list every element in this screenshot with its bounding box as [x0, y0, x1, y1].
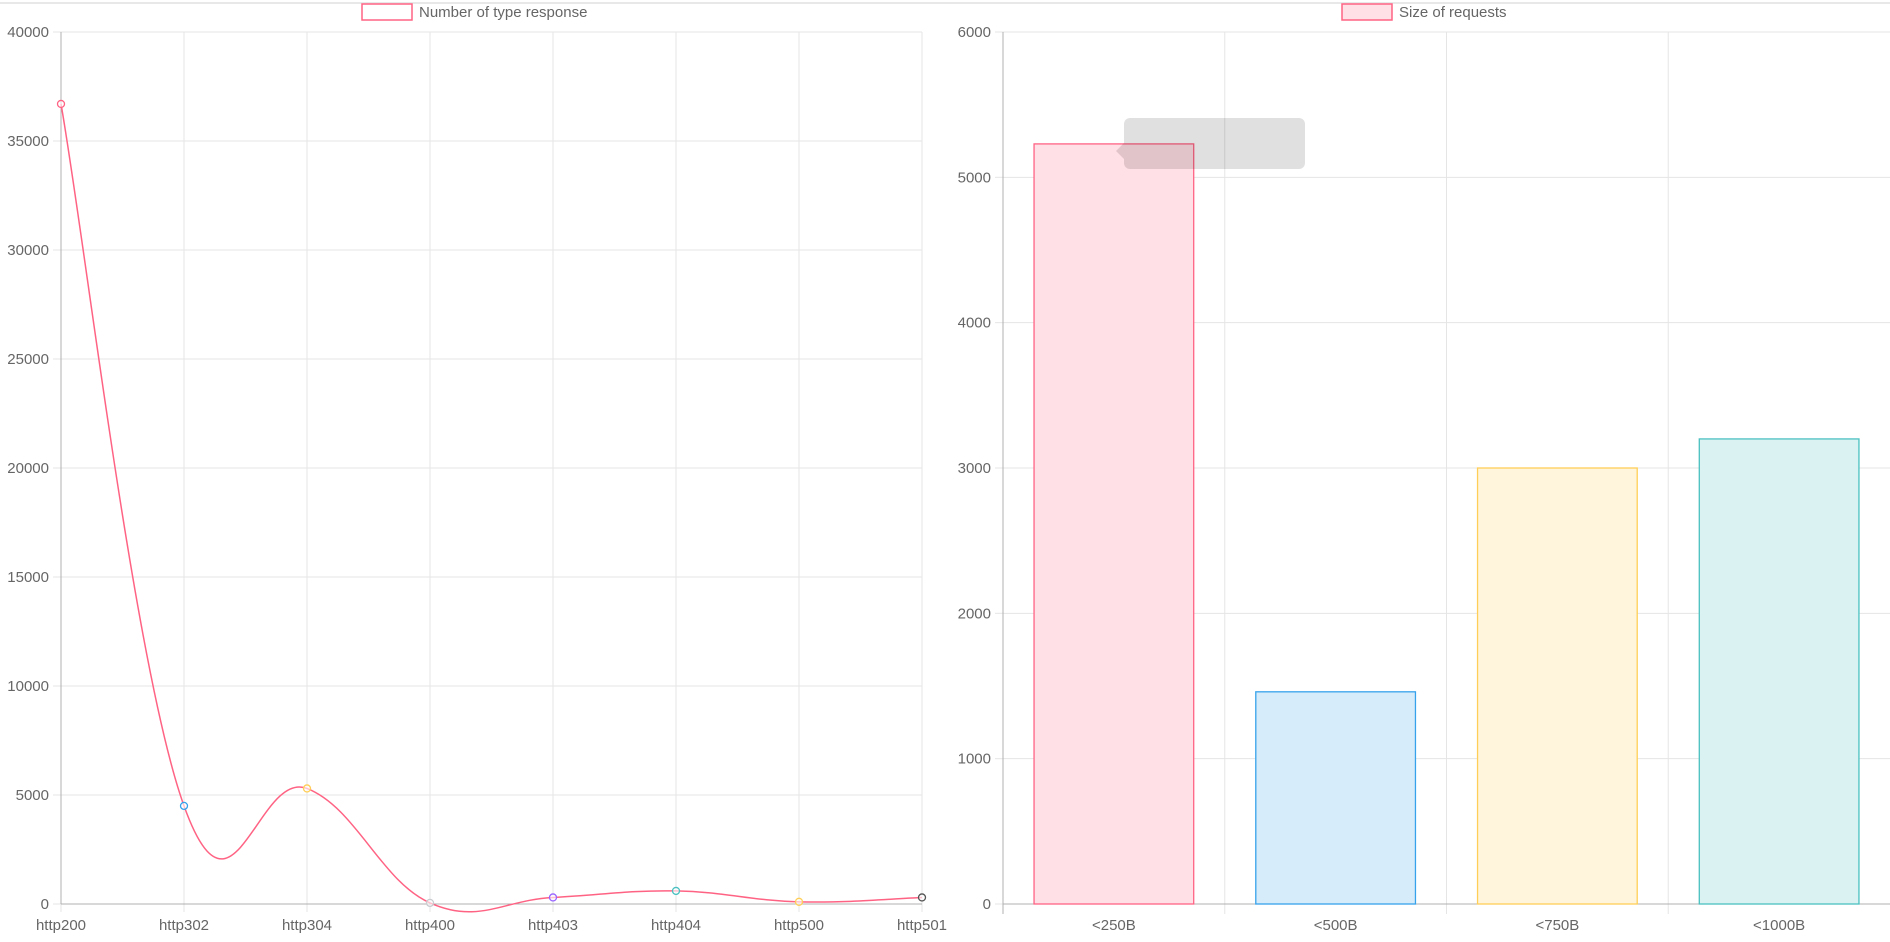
- bar-ytick-label: 3000: [958, 460, 991, 477]
- chart-tooltip: [1116, 118, 1305, 169]
- line-xtick-label: http302: [159, 917, 209, 934]
- bar[interactable]: [1033, 143, 1195, 905]
- line-point[interactable]: [794, 897, 804, 906]
- bar-xtick-label: <250B: [1092, 917, 1136, 934]
- bar[interactable]: [1255, 691, 1417, 905]
- line-chart-legend[interactable]: Number of type response: [361, 3, 587, 21]
- bar-ytick-label: 1000: [958, 751, 991, 768]
- line-point[interactable]: [302, 784, 312, 793]
- line-point[interactable]: [548, 893, 558, 902]
- line-chart-points: [56, 99, 927, 908]
- line-point[interactable]: [56, 99, 66, 109]
- line-ytick-label: 10000: [7, 678, 49, 695]
- line-point[interactable]: [179, 801, 189, 811]
- bar[interactable]: [1698, 438, 1860, 905]
- bar-legend-swatch: [1341, 3, 1393, 21]
- line-point[interactable]: [671, 886, 681, 896]
- line-point[interactable]: [917, 893, 927, 902]
- bar-ytick-label: 0: [983, 896, 991, 913]
- tooltip-caret: [1116, 143, 1124, 159]
- bar-ytick-label: 2000: [958, 605, 991, 622]
- line-chart-grid: [53, 31, 923, 912]
- bar-chart-x-ticks: <250B <500B <750B <1000B: [1092, 917, 1805, 934]
- line-ytick-label: 15000: [7, 569, 49, 586]
- line-ytick-label: 25000: [7, 351, 49, 368]
- line-xtick-label: http500: [774, 917, 824, 934]
- line-ytick-label: 5000: [16, 787, 49, 804]
- line-xtick-label: http400: [405, 917, 455, 934]
- line-chart: Number of type response 0 5000 10000 15000 2…: [7, 3, 947, 934]
- line-chart-x-ticks: http200 http302 http304 http400 http403 http4…: [36, 917, 947, 934]
- bar-ytick-label: 5000: [958, 169, 991, 186]
- bar-xtick-label: <500B: [1314, 917, 1358, 934]
- line-ytick-label: 30000: [7, 242, 49, 259]
- line-xtick-label: http200: [36, 917, 86, 934]
- line-series-path: [60, 103, 923, 913]
- bar-chart-bars: [1033, 143, 1860, 905]
- line-ytick-label: 20000: [7, 460, 49, 477]
- line-point[interactable]: [425, 898, 435, 908]
- line-xtick-label: http501: [897, 917, 947, 934]
- bar-legend-label: Size of requests: [1399, 4, 1507, 21]
- bar-xtick-label: <750B: [1535, 917, 1579, 934]
- line-xtick-label: http403: [528, 917, 578, 934]
- line-chart-y-ticks: 0 5000 10000 15000 20000 25000 30000 35000 40000: [7, 24, 49, 913]
- line-ytick-label: 40000: [7, 24, 49, 41]
- line-ytick-label: 35000: [7, 133, 49, 150]
- line-xtick-label: http304: [282, 917, 332, 934]
- bar-xtick-label: <1000B: [1753, 917, 1805, 934]
- line-xtick-label: http404: [651, 917, 701, 934]
- line-ytick-label: 0: [41, 896, 49, 913]
- bar-ytick-label: 6000: [958, 24, 991, 41]
- bar-chart-y-ticks: 0 1000 2000 3000 4000 5000 6000: [958, 24, 991, 913]
- tooltip-box: [1124, 118, 1305, 169]
- line-legend-swatch: [361, 3, 413, 21]
- bar-chart: Size of requests 0 1000 2000 3000 4000 5000 60…: [958, 3, 1890, 934]
- bar[interactable]: [1476, 467, 1638, 905]
- bar-chart-grid: [995, 31, 1890, 914]
- bar-chart-legend[interactable]: Size of requests: [1341, 3, 1507, 21]
- bar-ytick-label: 4000: [958, 315, 991, 332]
- line-legend-label: Number of type response: [419, 4, 587, 21]
